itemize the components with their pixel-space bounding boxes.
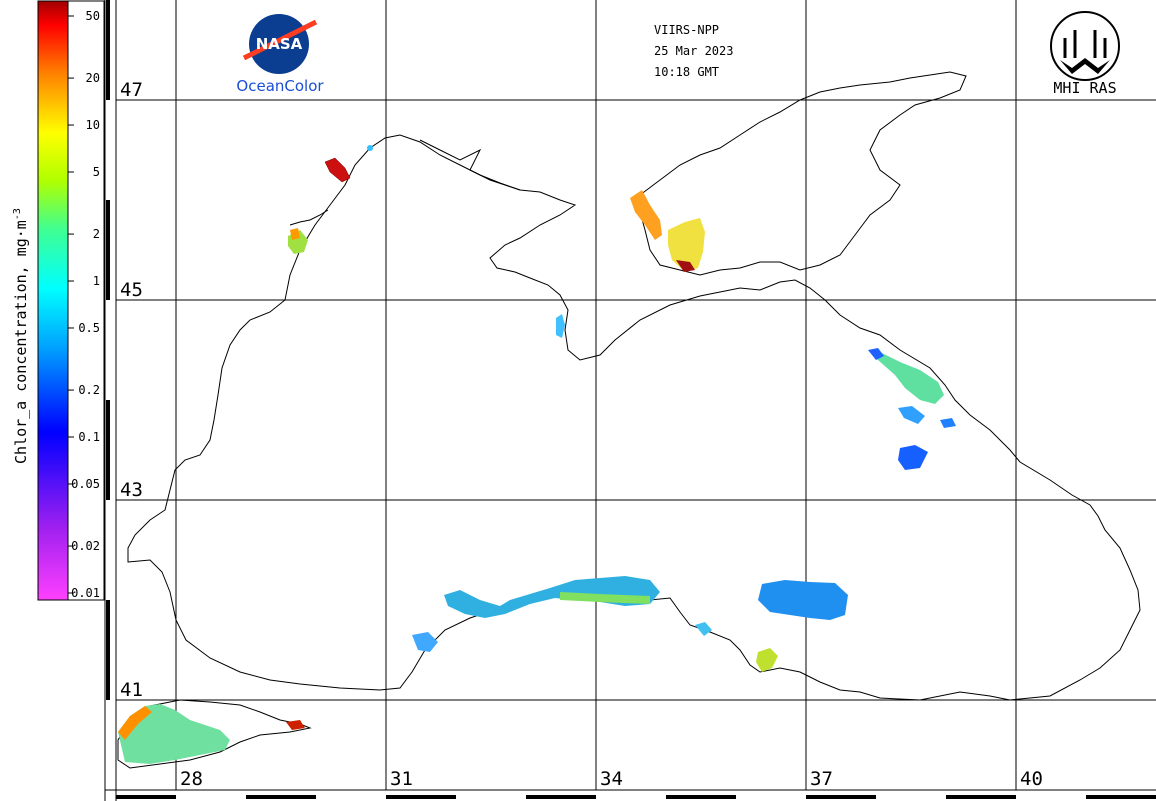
- patch-azov-crimea: [630, 190, 705, 272]
- lon-label-40: 40: [1020, 768, 1043, 790]
- lat-ruler-black-2: [106, 200, 110, 300]
- chlorophyll-patches: [118, 145, 956, 764]
- patch-crimea-west: [556, 314, 565, 338]
- patch-sinop: [695, 580, 848, 672]
- colorbar-ticks: 50 20 10 5 2 1 0.5 0.2 0.1 0.05 0.02 0.01: [68, 9, 100, 600]
- nasa-meatball-icon: [249, 14, 309, 74]
- colorbar-tick-panel: [67, 0, 105, 601]
- mhi-logo: MHI RAS: [1050, 11, 1120, 97]
- lat-labels: 47 45 43 41: [120, 79, 143, 701]
- header-date: 25 Mar 2023: [654, 44, 733, 58]
- map-frame: [104, 0, 1156, 801]
- colorbar-title: Chlor_a concentration, mg·m-3: [12, 208, 30, 464]
- nasa-logo: NASA OceanColor: [236, 14, 324, 95]
- colorbar-tick-label: 0.05: [71, 477, 100, 491]
- lon-label-31: 31: [390, 768, 413, 790]
- coastline-marmara: [117, 699, 312, 769]
- patch-caucasus: [868, 348, 956, 470]
- lon-ruler: [116, 795, 1156, 799]
- coastline-dnieper: [419, 139, 521, 191]
- oceancolor-wordmark: OceanColor: [236, 77, 324, 95]
- coastline-danube-delta: [289, 209, 329, 226]
- mhi-emblem-icon: [1050, 11, 1120, 81]
- colorbar-tick-label: 0.01: [71, 586, 100, 600]
- header: VIIRS-NPP 25 Mar 2023 10:18 GMT: [654, 23, 733, 79]
- lat-label-43: 43: [120, 479, 143, 501]
- colorbar-tick-label: 0.2: [78, 383, 100, 397]
- colorbar-tick-label: 2: [93, 227, 100, 241]
- coastline-main: [127, 134, 1141, 701]
- mhi-wordmark: MHI RAS: [1053, 79, 1116, 97]
- colorbar-tick-label: 5: [93, 165, 100, 179]
- lon-label-37: 37: [810, 768, 833, 790]
- colorbar-gradient: [37, 0, 69, 601]
- colorbar-tick-label: 1: [93, 274, 100, 288]
- patch-odessa: [324, 145, 373, 183]
- lon-label-34: 34: [600, 768, 623, 790]
- colorbar-tick-label: 50: [86, 9, 100, 23]
- nasa-wordmark: NASA: [256, 35, 303, 53]
- lat-ruler-black-4: [106, 600, 110, 700]
- lat-ruler-black-3: [106, 400, 110, 500]
- header-sensor: VIIRS-NPP: [654, 23, 719, 37]
- patch-turkey-coast: [412, 576, 660, 652]
- lon-labels: 28 31 34 37 40: [180, 768, 1043, 790]
- colorbar-tick-label: 10: [86, 118, 100, 132]
- coastline: [117, 71, 1141, 769]
- lat-label-45: 45: [120, 279, 143, 301]
- colorbar-tick-label: 20: [86, 71, 100, 85]
- colorbar: Chlor_a concentration, mg·m-3 50 20 10 5 2 1 0…: [12, 0, 105, 601]
- lat-label-47: 47: [120, 79, 143, 101]
- coastline-azov: [639, 71, 967, 276]
- lat-ruler-black-1: [106, 0, 110, 100]
- colorbar-tick-label: 0.5: [78, 321, 100, 335]
- patch-danube: [288, 228, 308, 254]
- patch-bosporus: [118, 704, 305, 764]
- colorbar-tick-label: 0.02: [71, 539, 100, 553]
- colorbar-tick-label: 0.1: [78, 430, 100, 444]
- lat-lon-grid: [116, 0, 1156, 790]
- header-time: 10:18 GMT: [654, 65, 719, 79]
- lon-label-28: 28: [180, 768, 203, 790]
- lat-label-41: 41: [120, 679, 143, 701]
